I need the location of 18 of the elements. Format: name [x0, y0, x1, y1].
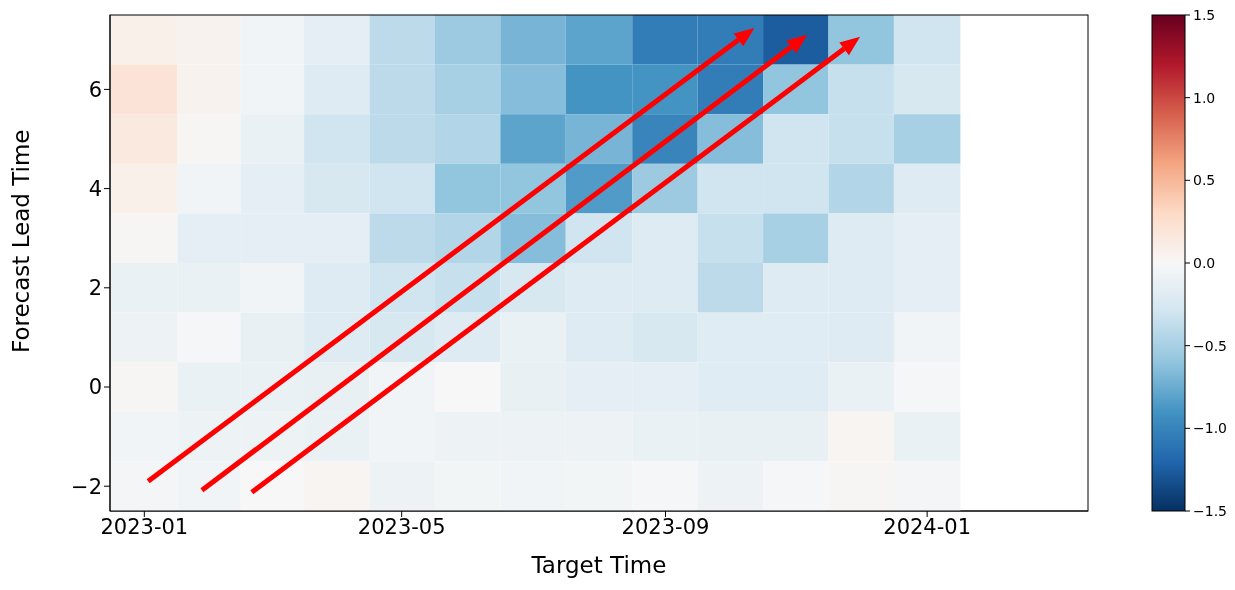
x-tick-label: 2023-09: [621, 514, 710, 539]
color-bar-label: 1.5: [1193, 7, 1216, 23]
y-tick-label: −2: [71, 474, 102, 499]
color-bar-label: −1.0: [1193, 420, 1227, 437]
x-axis-title: Target Time: [530, 552, 667, 578]
color-bar-label: 0.0: [1193, 255, 1216, 271]
color-bar-label: −0.5: [1193, 337, 1227, 354]
color-bar-label: 0.5: [1193, 172, 1216, 189]
x-tick-label: 2023-05: [357, 514, 446, 539]
y-tick-label: 6: [88, 77, 102, 102]
y-tick-label: 0: [88, 375, 102, 400]
color-bar-label: −1.5: [1193, 503, 1227, 519]
x-tick-label: 2023-01: [100, 514, 189, 539]
color-bar-label: 1.0: [1193, 89, 1216, 106]
y-axis-title: Forecast Lead Time: [8, 129, 35, 353]
y-tick-label: 2: [88, 276, 102, 301]
x-tick-label: 2024-01: [883, 514, 972, 539]
y-tick-label: 4: [88, 177, 102, 202]
